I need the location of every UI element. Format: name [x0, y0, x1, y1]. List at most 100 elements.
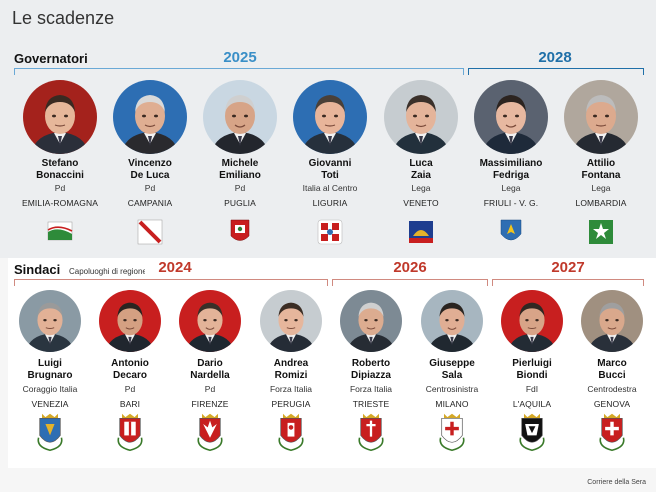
genova-crest-icon	[596, 412, 628, 457]
region-label: EMILIA-ROMAGNA	[21, 198, 99, 208]
party-label: Italia al Centro	[302, 183, 358, 193]
bracket-2028	[468, 68, 644, 75]
portrait-photo	[564, 80, 638, 154]
last-name: Dipiazza	[350, 370, 391, 381]
first-name: Attilio	[586, 158, 616, 169]
year-2028: 2028	[520, 49, 590, 66]
region-label: LOMBARDIA	[575, 198, 627, 208]
veneto-flag-icon	[407, 218, 435, 251]
portrait-photo	[474, 80, 548, 154]
year-2024: 2024	[145, 259, 205, 276]
region-label: LIGURIA	[312, 198, 348, 208]
portrait-photo	[19, 290, 81, 352]
last-name: Fontana	[581, 170, 621, 181]
puglia-flag-icon	[226, 218, 254, 251]
bracket-2024	[14, 279, 328, 286]
sindaci-label: Sindaci	[14, 262, 61, 277]
trieste-crest-icon	[355, 412, 387, 457]
person-name: Luigi Brugnaro	[4, 358, 96, 382]
last-name: Toti	[321, 170, 339, 181]
city-label: MILANO	[435, 399, 469, 409]
region-label: PUGLIA	[224, 198, 256, 208]
portrait-photo	[421, 290, 483, 352]
governatori-label: Governatori	[14, 51, 88, 66]
person-name: Dario Nardella	[164, 358, 256, 382]
portrait-photo	[293, 80, 367, 154]
portrait-photo	[340, 290, 402, 352]
portrait-photo	[581, 290, 643, 352]
portrait-photo	[179, 290, 241, 352]
first-name: Michele	[221, 158, 259, 169]
portrait-photo	[501, 290, 563, 352]
party-label: Coraggio Italia	[22, 384, 78, 394]
party-label: Pd	[204, 384, 216, 394]
year-2025: 2025	[205, 49, 275, 66]
person-name: Antonio Decaro	[84, 358, 176, 382]
city-label: FIRENZE	[191, 399, 229, 409]
last-name: Emiliano	[219, 170, 261, 181]
party-label: Pd	[234, 183, 246, 193]
firenze-crest-icon	[194, 412, 226, 457]
page-title: Le scadenze	[12, 8, 115, 28]
region-label: FRIULI - V. G.	[483, 198, 539, 208]
first-name: Dario	[197, 358, 223, 369]
last-name: De Luca	[130, 170, 170, 181]
bracket-2027	[492, 279, 644, 286]
first-name: Roberto	[351, 358, 391, 369]
city-label: TRIESTE	[352, 399, 390, 409]
portrait-photo	[203, 80, 277, 154]
person-name: Stefano Bonaccini	[14, 158, 106, 182]
first-name: Stefano	[41, 158, 79, 169]
last-name: Bonaccini	[36, 170, 84, 181]
laquila-crest-icon	[516, 412, 548, 457]
liguria-flag-icon	[316, 218, 344, 251]
portrait-photo	[99, 290, 161, 352]
last-name: Bucci	[598, 370, 626, 381]
person-name: Michele Emiliano	[194, 158, 286, 182]
last-name: Brugnaro	[27, 370, 73, 381]
city-label: BARI	[119, 399, 141, 409]
perugia-crest-icon	[275, 412, 307, 457]
last-name: Fedriga	[492, 170, 530, 181]
region-label: CAMPANIA	[127, 198, 173, 208]
last-name: Romizi	[274, 370, 308, 381]
person-name: Andrea Romizi	[245, 358, 337, 382]
year-2026: 2026	[380, 259, 440, 276]
first-name: Andrea	[273, 358, 309, 369]
portrait-photo	[23, 80, 97, 154]
party-label: Forza Italia	[349, 384, 393, 394]
person-name: Pierluigi Biondi	[486, 358, 578, 382]
party-label: Lega	[591, 183, 611, 193]
first-name: Giovanni	[308, 158, 352, 169]
portrait-photo	[113, 80, 187, 154]
milano-crest-icon	[436, 412, 468, 457]
party-label: Lega	[501, 183, 521, 193]
bracket-2026	[332, 279, 488, 286]
first-name: Pierluigi	[512, 358, 552, 369]
first-name: Giuseppe	[429, 358, 475, 369]
portrait-photo	[260, 290, 322, 352]
sindaci-sublabel: Capoluoghi di regione	[69, 267, 147, 276]
year-2027: 2027	[538, 259, 598, 276]
first-name: Marco	[597, 358, 627, 369]
emilia-romagna-flag-icon	[46, 218, 74, 251]
party-label: Lega	[411, 183, 431, 193]
last-name: Biondi	[516, 370, 548, 381]
party-label: Centrodestra	[587, 384, 637, 394]
campania-flag-icon	[136, 218, 164, 251]
party-label: Forza Italia	[269, 384, 313, 394]
person-name: Roberto Dipiazza	[325, 358, 417, 382]
last-name: Nardella	[190, 370, 230, 381]
first-name: Massimiliano	[479, 158, 543, 169]
person-name: Giuseppe Sala	[406, 358, 498, 382]
party-label: Pd	[124, 384, 136, 394]
region-label: VENETO	[403, 198, 439, 208]
portrait-photo	[384, 80, 458, 154]
last-name: Zaia	[410, 170, 431, 181]
last-name: Sala	[441, 370, 463, 381]
first-name: Vincenzo	[128, 158, 172, 169]
person-name: Luca Zaia	[375, 158, 467, 182]
last-name: Decaro	[113, 370, 147, 381]
person-name: Vincenzo De Luca	[104, 158, 196, 182]
